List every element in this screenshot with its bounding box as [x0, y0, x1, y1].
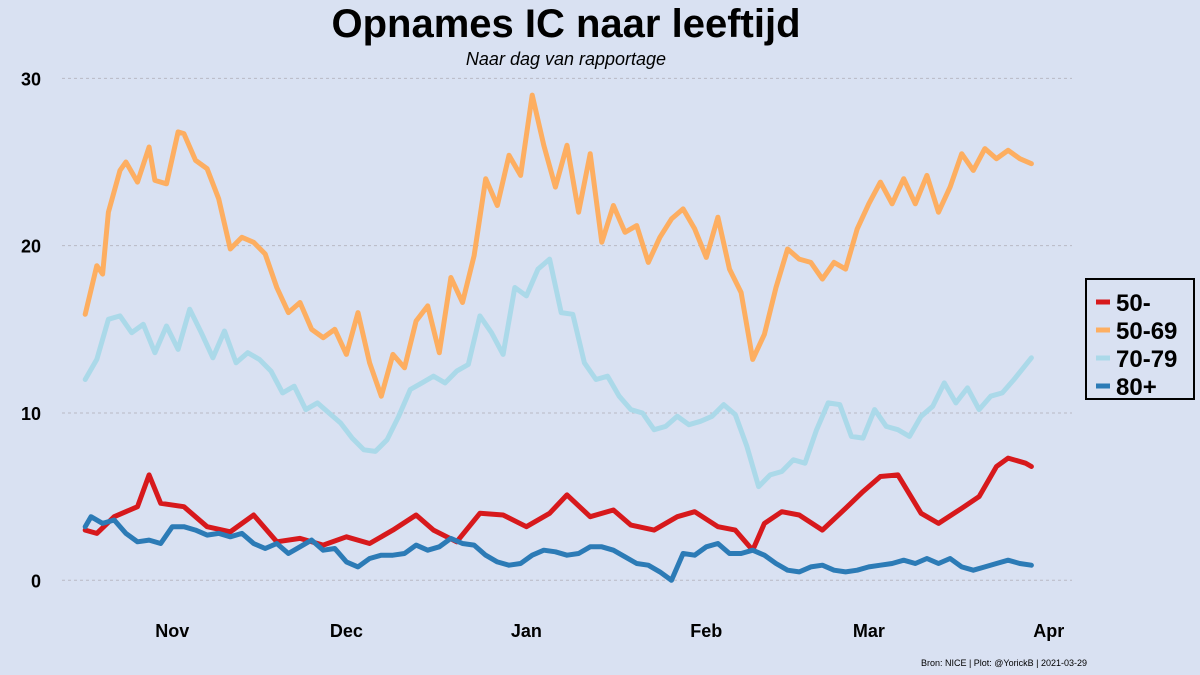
y-tick-label: 30	[21, 69, 41, 89]
x-tick-label: Nov	[155, 621, 189, 641]
legend-label-50-69: 50-69	[1116, 318, 1177, 345]
x-tick-label: Feb	[690, 621, 722, 641]
legend-label-70-79: 70-79	[1116, 346, 1177, 373]
legend-box	[1085, 278, 1195, 400]
y-tick-label: 0	[31, 571, 41, 591]
y-tick-label: 20	[21, 237, 41, 257]
legend-label-80+: 80+	[1116, 374, 1157, 401]
series-line-50-69	[82, 92, 1034, 399]
x-tick-label: Dec	[330, 621, 363, 641]
x-tick-label: Mar	[853, 621, 885, 641]
source-caption: Bron: NICE | Plot: @YorickB | 2021-03-29	[921, 658, 1087, 668]
x-axis-ticks: Nov Dec Jan Feb Mar Apr	[155, 621, 1064, 641]
series-line-50-	[82, 455, 1034, 553]
legend-label-50-: 50-	[1116, 290, 1151, 317]
series-line-70-79	[82, 256, 1034, 490]
series-lines	[82, 92, 1034, 583]
series-line-80+	[82, 514, 1034, 583]
chart-title: Opnames IC naar leeftijd	[331, 2, 800, 46]
x-tick-label: Apr	[1033, 621, 1064, 641]
chart-subtitle: Naar dag van rapportage	[466, 49, 666, 69]
y-axis-ticks: 0 10 20 30	[21, 69, 41, 591]
y-tick-label: 10	[21, 404, 41, 424]
x-tick-label: Jan	[511, 621, 542, 641]
